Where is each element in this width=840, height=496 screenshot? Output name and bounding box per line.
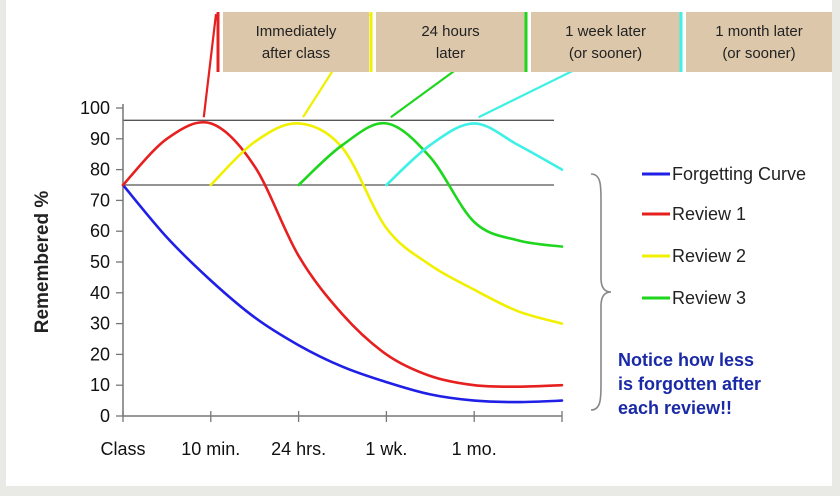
top-label-box (531, 12, 680, 72)
annotation-text: each review!! (618, 398, 732, 418)
series-line-1 (121, 183, 564, 404)
series-line-3 (209, 122, 564, 325)
series-line-2 (121, 121, 564, 389)
y-tick-label: 80 (90, 160, 110, 180)
top-label-line1: Immediately (256, 23, 337, 40)
leader-line-1 (202, 13, 218, 118)
x-tick-label: 1 wk. (365, 439, 407, 459)
x-tick-label: Class (100, 439, 145, 459)
top-label-line2: after class (262, 45, 330, 62)
top-label-box (686, 12, 832, 72)
top-label-line1: 24 hours (421, 23, 479, 40)
y-tick-label: 60 (90, 221, 110, 241)
y-tick-label: 10 (90, 375, 110, 395)
annotation-text: Notice how less (618, 350, 754, 370)
top-label-line2: (or sooner) (722, 45, 795, 62)
y-tick-label: 40 (90, 283, 110, 303)
series-line-4 (297, 122, 564, 248)
legend-label: Review 1 (672, 204, 746, 224)
y-tick-label: 70 (90, 190, 110, 210)
y-tick-label: 0 (100, 406, 110, 426)
x-tick-label: 1 mo. (452, 439, 497, 459)
top-label-box (376, 12, 525, 72)
x-tick-label: 24 hrs. (271, 439, 326, 459)
brace (590, 173, 612, 411)
chart-frame: 0 10 20 30 40 50 60 70 80 90 100 Class 10 min. 24 hrs… (6, 0, 832, 486)
top-label-line1: 1 week later (565, 23, 646, 40)
forgetting-curve-chart: 0 10 20 30 40 50 60 70 80 90 100 Class 10 min. 24 hrs… (32, 12, 832, 459)
y-tick-label: 20 (90, 344, 110, 364)
y-tick-label: 90 (90, 129, 110, 149)
y-axis-label: Remembered % (32, 191, 53, 334)
legend-label: Review 2 (672, 246, 746, 266)
series-line-5 (385, 122, 564, 187)
annotation-text: is forgotten after (618, 374, 761, 394)
top-label-line2: (or sooner) (569, 45, 642, 62)
top-label-line1: 1 month later (715, 23, 803, 40)
x-tick-label: 10 min. (181, 439, 240, 459)
top-label-box (223, 12, 369, 72)
y-tick-label: 30 (90, 314, 110, 334)
y-tick-label: 50 (90, 252, 110, 272)
y-tick-label: 100 (80, 98, 110, 118)
top-label-line2: later (436, 45, 465, 62)
legend-label: Review 3 (672, 288, 746, 308)
legend-label: Forgetting Curve (672, 164, 806, 184)
